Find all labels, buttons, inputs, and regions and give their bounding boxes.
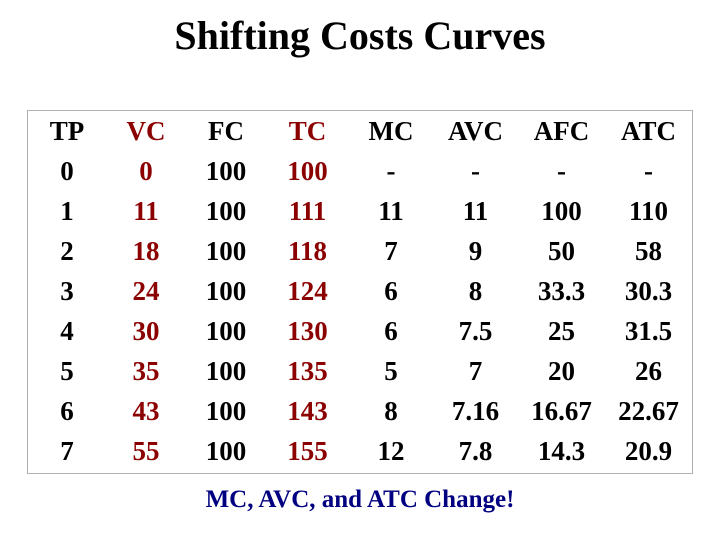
cell-afc: 16.67: [531, 396, 592, 426]
caption: MC, AVC, and ATC Change!: [205, 486, 515, 513]
table-body: 0 0 100 100- - - -1 11 100 111 11 11 100 110 2 18 100 118…: [28, 151, 692, 471]
cell-fc: 100: [205, 436, 247, 466]
cell-mc: 8: [384, 396, 398, 426]
header-vc: VC: [126, 116, 166, 146]
table-header-row: TP VC FC TC MC AVC AFC ATC: [28, 111, 692, 151]
table-row: 1 11 100 111 11 11 100 110: [28, 191, 692, 231]
cell-tp: 3: [60, 276, 74, 306]
cell-tp: 1: [60, 196, 74, 226]
cell-afc: 100: [541, 196, 582, 226]
cell-tp: 0: [60, 156, 74, 186]
cell-afc: 33.3: [537, 276, 586, 306]
table-row: 5 35 100 135 5 7 20 26: [28, 351, 692, 391]
cell-fc: 100: [205, 236, 247, 266]
cell-vc: 18: [132, 236, 160, 266]
cell-tc: 111: [288, 196, 327, 226]
cell-afc: 14.3: [537, 436, 586, 466]
cell-avc: 9: [468, 236, 483, 266]
header-fc: FC: [208, 116, 244, 146]
cell-atc: 30.3: [624, 276, 673, 306]
cell-avc: 7: [468, 356, 483, 386]
header-tc: TC: [288, 116, 327, 146]
cell-mc: 6: [384, 316, 398, 346]
cell-tc: 118: [287, 236, 327, 266]
cell-tc: 143: [287, 396, 328, 426]
cell-tp: 5: [60, 356, 74, 386]
cell-mc: 12: [377, 436, 405, 466]
cell-tp: 2: [60, 236, 74, 266]
cell-atc: 31.5: [624, 316, 673, 346]
cell-avc: 7.16: [451, 396, 500, 426]
cell-avc: 11: [462, 196, 489, 226]
cell-fc: 100: [205, 356, 247, 386]
cell-vc: 43: [132, 396, 160, 426]
cell-atc: 26: [635, 356, 662, 386]
cell-mc: 7: [384, 236, 398, 266]
header-afc: AFC: [533, 116, 590, 146]
cell-atc: 22.67: [618, 396, 679, 426]
cell-fc: 100: [205, 396, 247, 426]
cell-fc: 100: [205, 156, 247, 186]
cell-afc: -: [557, 156, 566, 186]
cell-avc: -: [471, 156, 480, 186]
cell-tp: 6: [60, 396, 74, 426]
cell-mc: -: [386, 156, 396, 186]
cell-mc: 6: [384, 276, 398, 306]
cell-fc: 100: [205, 196, 247, 226]
table-row: 6 43 100 143 8 7.16 16.67 22.67: [28, 391, 692, 431]
cell-afc: 50: [548, 236, 575, 266]
cell-tp: 7: [60, 436, 74, 466]
table-row: 2 18 100 118 7 9 50 58: [28, 231, 692, 271]
cell-tc: 130: [287, 316, 328, 346]
cell-avc: 7.5: [458, 316, 493, 346]
table-row: 0 0 100 100 - - - -: [28, 151, 692, 191]
cost-table: TP VC FC TC MC AVC AFC ATC 0 0 100 100 - - - - 1…: [28, 111, 692, 471]
table-row: 4 30 100 130 6 7.5 25 31.5: [28, 311, 692, 351]
cell-fc: 100: [205, 316, 247, 346]
header-atc: ATC: [620, 116, 676, 146]
table-row: 7 55 100 155 12 7.8 14.3 20.9: [28, 431, 692, 471]
cell-avc: 7.8: [458, 436, 493, 466]
header-tp: TP: [49, 116, 85, 146]
cell-tc: 135: [287, 356, 328, 386]
cell-vc: 24: [132, 276, 160, 306]
cell-vc: 35: [132, 356, 160, 386]
cell-atc: -: [644, 156, 653, 186]
cell-mc: 11: [378, 196, 404, 226]
header-mc: MC: [368, 116, 414, 146]
cell-vc: 30: [132, 316, 160, 346]
cell-tp: 4: [60, 316, 74, 346]
cell-afc: 20: [548, 356, 575, 386]
cell-mc: 5: [384, 356, 398, 386]
cell-afc: 25: [548, 316, 575, 346]
cell-vc: 0: [139, 156, 153, 186]
cell-atc: 110: [628, 196, 668, 226]
cell-atc: 20.9: [624, 436, 673, 466]
page-title: Shifting Costs Curves: [174, 13, 546, 58]
cell-vc: 11: [133, 196, 159, 226]
cell-avc: 8: [468, 276, 483, 306]
header-avc: AVC: [447, 116, 503, 146]
cell-atc: 58: [635, 236, 662, 266]
cell-vc: 55: [132, 436, 160, 466]
cell-tc: 124: [287, 276, 328, 306]
cell-tc: 100: [287, 156, 328, 186]
cost-table-frame: TP VC FC TC MC AVC AFC ATC 0 0 100 100 - - - - 1…: [27, 110, 693, 474]
cell-tc: 155: [287, 436, 328, 466]
table-row: 3 24 100 124 6 8 33.3 30.3: [28, 271, 692, 311]
cell-fc: 100: [205, 276, 247, 306]
